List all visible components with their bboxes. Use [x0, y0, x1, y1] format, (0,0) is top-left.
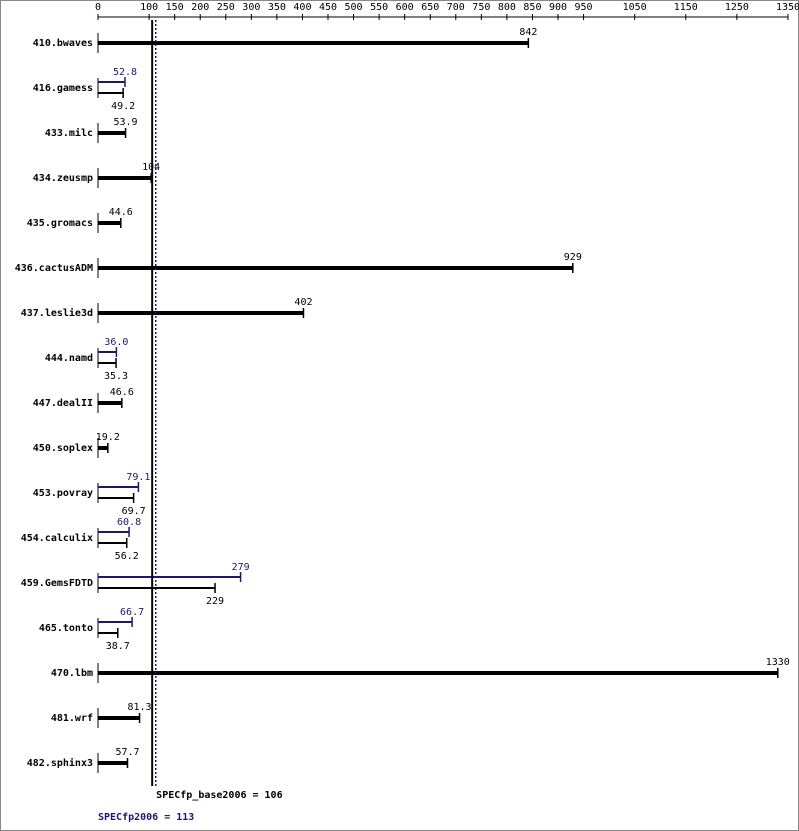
category-label: 435.gromacs — [27, 218, 93, 229]
value-label: 929 — [564, 252, 582, 263]
x-tick-label: 600 — [396, 2, 414, 13]
x-tick-label: 300 — [242, 2, 260, 13]
category-label: 465.tonto — [39, 623, 93, 634]
value-label: 60.8 — [117, 517, 141, 528]
category-label: 470.lbm — [51, 668, 93, 679]
value-label: 57.7 — [115, 747, 139, 758]
category-label: 410.bwaves — [33, 38, 93, 49]
value-label: 81.3 — [128, 702, 152, 713]
category-label: 447.dealII — [33, 398, 93, 409]
x-tick-label: 1150 — [674, 2, 698, 13]
category-label: 450.soplex — [33, 443, 93, 454]
category-label: 459.GemsFDTD — [21, 578, 93, 589]
x-tick-label: 1350 — [776, 2, 799, 13]
value-label: 52.8 — [113, 67, 137, 78]
x-tick-label: 500 — [345, 2, 363, 13]
value-label: 104 — [142, 162, 160, 173]
reference-name: SPECfp_base2006 = — [156, 790, 258, 801]
category-label: 454.calculix — [21, 532, 93, 544]
x-tick-label: 1050 — [623, 2, 647, 13]
category-label: 482.sphinx3 — [27, 757, 93, 769]
category-label: 444.namd — [45, 353, 93, 364]
x-tick-label: 750 — [472, 2, 490, 13]
category-label: 433.milc — [45, 127, 93, 139]
value-label: 35.3 — [104, 371, 128, 382]
category-label: 437.leslie3d — [21, 307, 93, 319]
category-label: 434.zeusmp — [33, 173, 93, 184]
value-label: 38.7 — [106, 641, 130, 652]
value-label: 53.9 — [114, 117, 138, 128]
value-label: 79.1 — [126, 472, 150, 483]
x-tick-label: 100 — [140, 2, 158, 13]
value-label: 402 — [294, 297, 312, 308]
x-tick-label: 950 — [575, 2, 593, 13]
x-tick-label: 1250 — [725, 2, 749, 13]
value-label: 56.2 — [115, 551, 139, 562]
category-label: 481.wrf — [51, 713, 93, 724]
x-tick-label: 650 — [421, 2, 439, 13]
category-label: 436.cactusADM — [15, 263, 93, 274]
x-tick-label: 200 — [191, 2, 209, 13]
value-label: 44.6 — [109, 207, 133, 218]
value-label: 66.7 — [120, 607, 144, 618]
x-tick-label: 850 — [523, 2, 541, 13]
x-tick-label: 0 — [95, 2, 101, 13]
reference-value: 106 — [265, 790, 283, 801]
value-label: 19.2 — [96, 432, 120, 443]
value-label: 1330 — [766, 657, 790, 668]
reference-label: SPECfp_base2006 = 106 — [156, 790, 282, 801]
value-label: 36.0 — [104, 337, 128, 348]
x-tick-label: 700 — [447, 2, 465, 13]
x-tick-label: 550 — [370, 2, 388, 13]
x-tick-label: 400 — [293, 2, 311, 13]
x-tick-label: 450 — [319, 2, 337, 13]
value-label: 69.7 — [122, 506, 146, 517]
value-label: 49.2 — [111, 101, 135, 112]
value-label: 46.6 — [110, 387, 134, 398]
category-label: 416.gamess — [33, 83, 93, 94]
reference-label: SPECfp2006 = 113 — [98, 812, 194, 823]
reference-name: SPECfp2006 = — [98, 812, 170, 823]
category-label: 453.povray — [33, 488, 93, 499]
x-tick-label: 900 — [549, 2, 567, 13]
x-tick-label: 150 — [166, 2, 184, 13]
x-tick-label: 250 — [217, 2, 235, 13]
x-tick-label: 800 — [498, 2, 516, 13]
value-label: 842 — [519, 27, 537, 38]
x-tick-label: 350 — [268, 2, 286, 13]
value-label: 229 — [206, 596, 224, 607]
value-label: 279 — [232, 562, 250, 573]
reference-value: 113 — [176, 812, 194, 823]
